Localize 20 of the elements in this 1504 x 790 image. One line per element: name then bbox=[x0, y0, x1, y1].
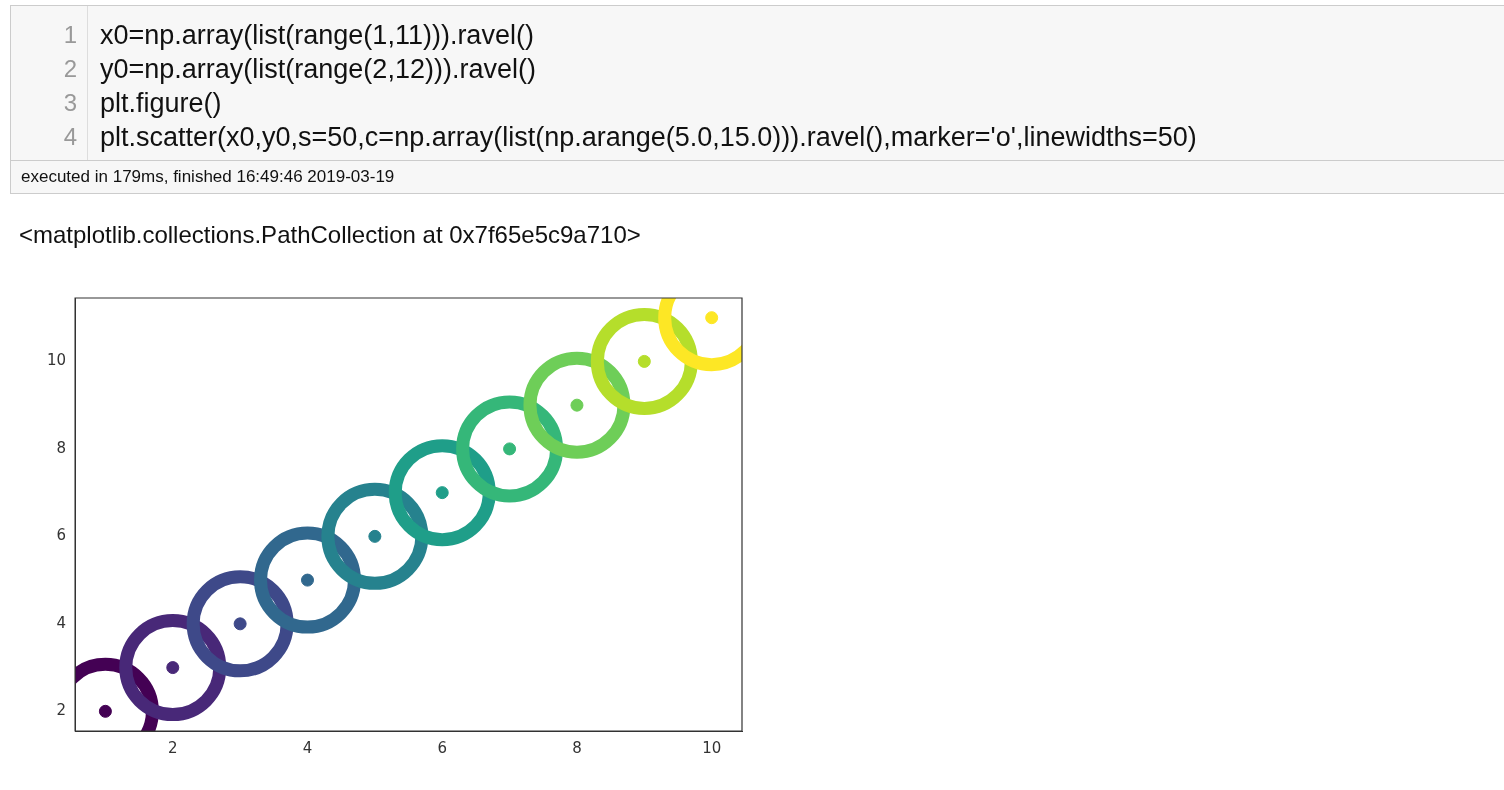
text: x0=np.array(list(range(1,11))).ravel() bbox=[100, 19, 535, 52]
text: <matplotlib.collections.PathCollection at 0x7f65e5c9a710> bbox=[19, 221, 641, 249]
point bbox=[321, 482, 429, 590]
text: plt.figure() bbox=[100, 87, 223, 120]
x-tick-label: 10 bbox=[702, 738, 722, 757]
x-tick-label: 6 bbox=[437, 738, 447, 757]
y-tick-label: 2 bbox=[56, 701, 67, 720]
x-tick-label: 8 bbox=[572, 738, 582, 757]
y-tick-label: 10 bbox=[46, 351, 67, 370]
text: 3 bbox=[62, 88, 77, 118]
x-tick-label: 2 bbox=[167, 738, 178, 757]
y-tick-label: 8 bbox=[56, 438, 67, 457]
x-tick-label: 4 bbox=[302, 738, 313, 757]
text: plt.scatter(x0,y0,s=50,c=np.array(list(np.arange(5.0,15.0))).ravel(),marker='o',linewidths=50) bbox=[100, 121, 1197, 154]
text: y0=np.array(list(range(2,12))).ravel() bbox=[100, 53, 537, 86]
y-tick-label: 6 bbox=[56, 526, 67, 545]
y-tick-label: 4 bbox=[56, 613, 67, 632]
text: 1 bbox=[62, 20, 77, 50]
text: executed in 179ms, finished 16:49:46 2019-03-19 bbox=[20, 166, 396, 188]
point bbox=[119, 614, 227, 722]
